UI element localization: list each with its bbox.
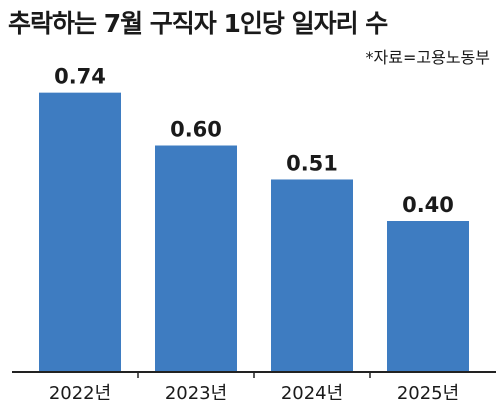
category-labels-group: 2022년 2023년 2024년 2025년 (49, 383, 459, 404)
value-label: 0.74 (54, 65, 106, 89)
value-label: 0.60 (170, 118, 222, 142)
value-labels-group: 0.74 0.60 0.51 0.40 (54, 65, 454, 217)
chart-title: 추락하는 7월 구직자 1인당 일자리 수 (8, 9, 388, 38)
category-label: 2022년 (49, 383, 111, 404)
category-label: 2024년 (281, 383, 343, 404)
category-label: 2025년 (397, 383, 459, 404)
bar-2023년 (155, 145, 237, 372)
value-label: 0.51 (286, 151, 338, 175)
value-label: 0.40 (402, 193, 454, 217)
bars-group (39, 92, 469, 373)
bar-2025년 (387, 221, 469, 372)
bar-2024년 (271, 179, 353, 372)
source-note: *자료=고용노동부 (365, 48, 490, 67)
category-label: 2023년 (165, 383, 227, 404)
bar-2022년 (39, 92, 121, 373)
x-ticks-group (137, 372, 371, 378)
